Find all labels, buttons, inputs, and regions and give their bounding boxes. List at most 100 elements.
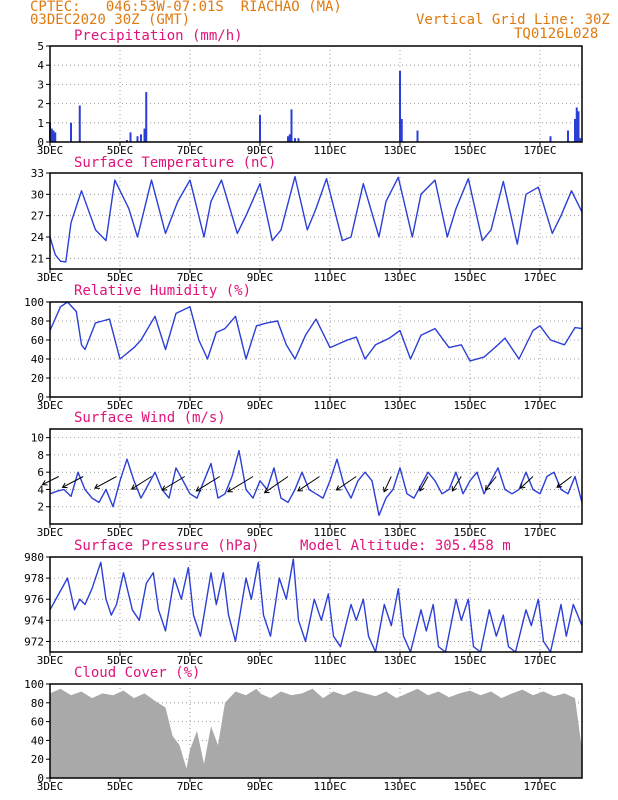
wind-vector [227, 476, 254, 493]
x-tick-label: 13DEC [383, 399, 416, 412]
wind-vector [196, 476, 221, 492]
plot-frame [49, 172, 583, 270]
y-tick-label: 972 [24, 635, 44, 648]
x-tick-label: 15DEC [453, 780, 486, 793]
wind-title: Surface Wind (m/s) [74, 410, 226, 426]
y-tick-label: 4 [37, 59, 44, 72]
wind-vector [419, 476, 429, 492]
y-tick-label: 10 [31, 432, 44, 445]
precip-bar [416, 130, 419, 142]
precip-bar [290, 109, 293, 142]
x-tick-label: 17DEC [523, 271, 556, 284]
wind-vector [451, 476, 462, 492]
precip-bar [136, 136, 139, 142]
x-tick-label: 3DEC [37, 144, 64, 157]
precip-bar [78, 105, 81, 142]
temp-panel: 21 24 27 30 33 3DEC 5DEC 7DEC 9DEC 11DEC 13DEC 15DE… [31, 167, 583, 284]
x-tick-label: 17DEC [523, 144, 556, 157]
wind-vector [485, 476, 497, 491]
precip-bar [567, 130, 569, 142]
y-tick-label: 0 [37, 391, 44, 404]
precip-bar [294, 138, 296, 142]
y-tick-label: 6 [37, 466, 44, 479]
wind-vector-head [519, 483, 526, 489]
wind-vector [131, 476, 152, 490]
wind-vector-head [94, 483, 100, 489]
x-tick-label: 9DEC [247, 144, 274, 157]
x-tick-label: 11DEC [313, 526, 346, 539]
x-tick-label: 17DEC [523, 780, 556, 793]
precip-bar [297, 138, 300, 142]
precip-bar [400, 118, 403, 142]
y-tick-label: 20 [31, 753, 44, 766]
y-tick-label: 3 [37, 78, 44, 91]
y-tick-label: 978 [24, 572, 44, 585]
wind-vector-head [226, 487, 233, 493]
y-tick-label: 40 [31, 734, 44, 747]
wind-vector [264, 476, 289, 494]
rh-line [49, 301, 583, 362]
y-tick-label: 100 [24, 678, 44, 691]
plot-frame [49, 45, 583, 143]
x-tick-label: 5DEC [107, 271, 134, 284]
x-tick-label: 5DEC [107, 526, 134, 539]
x-tick-label: 7DEC [177, 526, 204, 539]
y-tick-label: 20 [31, 372, 44, 385]
precip-bar [549, 136, 552, 142]
wind-vector [556, 476, 572, 488]
wind-vector [62, 476, 84, 488]
y-tick-label: 60 [31, 334, 44, 347]
wind-vector [383, 476, 392, 493]
wind-vector-head [161, 485, 168, 491]
model-code: TQ0126L028 [514, 26, 599, 42]
wind-line [49, 449, 583, 517]
x-tick-label: 3DEC [37, 399, 64, 412]
x-tick-label: 11DEC [313, 144, 346, 157]
station-header: CPTEC: 046:53W-07:01S RIACHAO (MA) [30, 0, 342, 15]
wind-vector-head [419, 485, 425, 492]
y-tick-label: 4 [37, 483, 44, 496]
rh-title: Relative Humidity (%) [74, 283, 252, 299]
y-tick-label: 100 [24, 296, 44, 309]
y-tick-label: 21 [31, 252, 44, 265]
wind-vector [297, 476, 320, 492]
y-tick-label: 24 [31, 231, 45, 244]
x-tick-label: 7DEC [177, 780, 204, 793]
model-altitude: Model Altitude: 305.458 m [300, 538, 511, 554]
y-tick-label: 980 [24, 551, 44, 564]
wind-vector-head [297, 486, 303, 492]
x-tick-label: 9DEC [247, 399, 274, 412]
precip-bar [50, 128, 53, 142]
x-tick-label: 3DEC [37, 780, 64, 793]
y-tick-label: 2 [37, 98, 44, 111]
precip-bar [129, 132, 132, 142]
wind-vector [161, 476, 186, 491]
precip-bar [287, 136, 289, 142]
plot-frame [49, 428, 583, 525]
pressure-panel: 972 974 976 978 980 3DEC 5DEC 7DEC 9DEC 11DEC 13DE… [24, 551, 583, 667]
precip-bar [126, 140, 128, 142]
precip-bar [143, 128, 146, 142]
precip-bar [577, 111, 580, 142]
x-tick-label: 13DEC [383, 526, 416, 539]
precip-bar [259, 115, 261, 142]
y-tick-label: 2 [37, 501, 44, 514]
x-tick-label: 3DEC [37, 271, 64, 284]
y-tick-label: 30 [31, 188, 44, 201]
precip-bar [52, 130, 55, 142]
y-tick-label: 80 [31, 697, 44, 710]
wind-vector-head [195, 486, 202, 492]
precip-title: Precipitation (mm/h) [74, 28, 243, 44]
grid-line-note: Vertical Grid Line: 30Z [416, 12, 610, 28]
precip-bar [54, 132, 57, 142]
plot-frame [49, 301, 583, 398]
wind-vector-head [484, 484, 491, 491]
wind-vector-head [130, 484, 137, 490]
wind-vector-head [556, 482, 563, 488]
x-tick-label: 11DEC [313, 399, 346, 412]
precip-bar [288, 134, 291, 142]
cloud-title: Cloud Cover (%) [74, 665, 201, 681]
x-tick-label: 17DEC [523, 526, 556, 539]
y-tick-label: 0 [37, 136, 44, 149]
